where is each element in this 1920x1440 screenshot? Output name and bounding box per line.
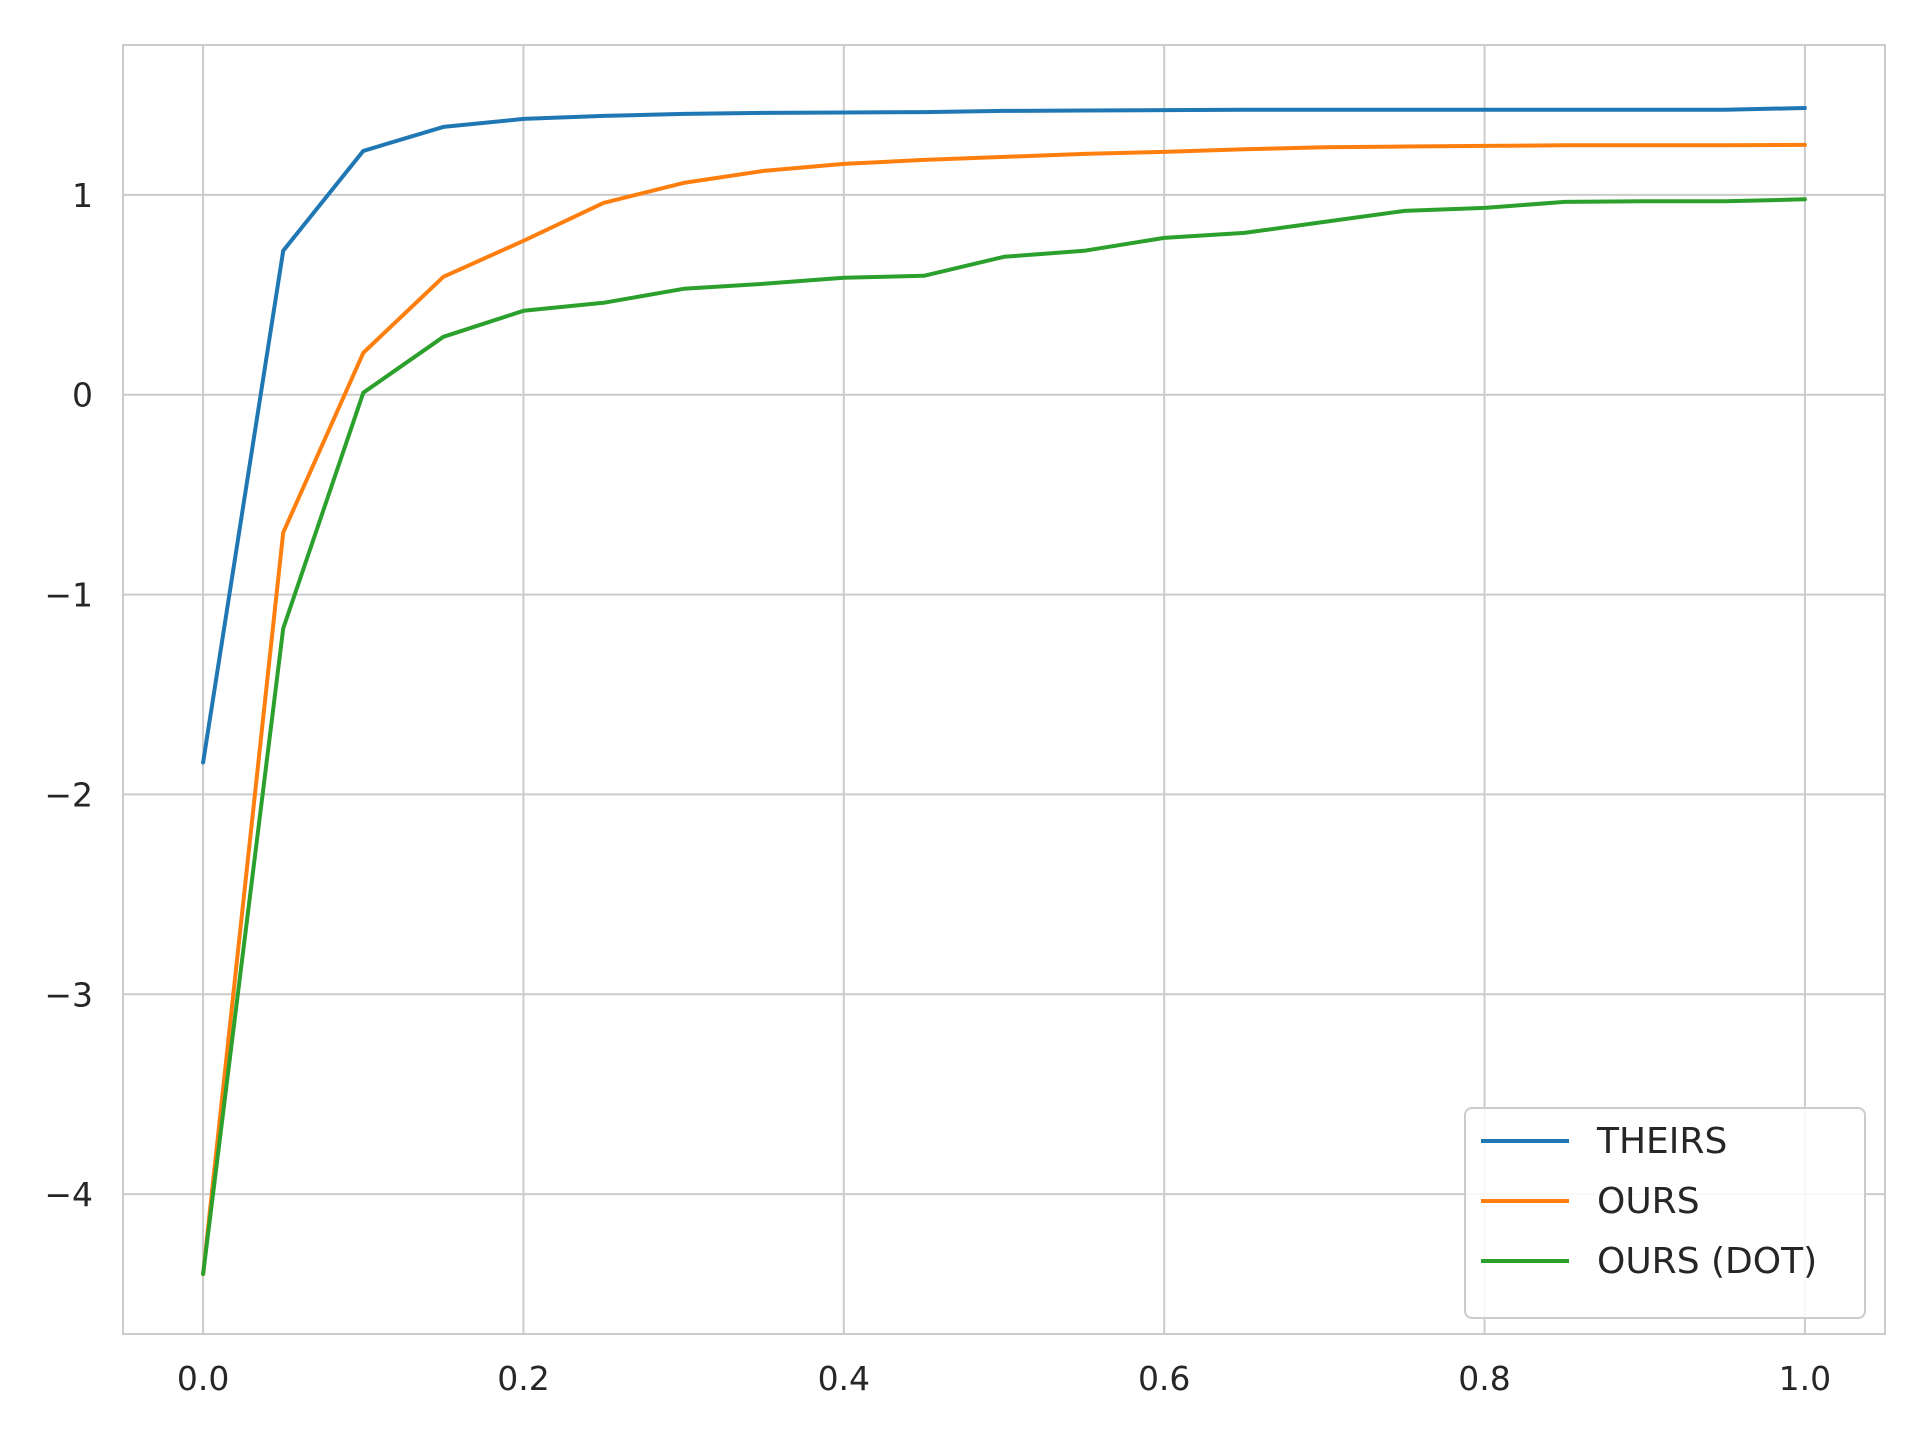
y-tick-label: −2 [44,775,93,814]
x-tick-label: 0.6 [1138,1359,1190,1398]
series-line-theirs [201,106,1807,765]
series-line-ours [201,142,1807,1276]
legend-label: OURS [1597,1181,1700,1222]
x-tick-label: 0.0 [177,1359,229,1398]
legend-label: THEIRS [1596,1121,1727,1162]
x-tick-label: 0.8 [1458,1359,1510,1398]
plot-frame [122,44,1886,1335]
series-line-ours-dot [201,197,1807,1276]
legend-box [1464,1107,1866,1319]
x-tick-label: 1.0 [1779,1359,1831,1398]
y-tick-label: −4 [44,1175,93,1214]
legend-label: OURS (DOT) [1597,1241,1817,1282]
y-tick-label: −3 [44,975,93,1014]
x-tick-label: 0.4 [818,1359,870,1398]
y-tick-label: −1 [44,576,93,615]
x-tick-labels: 0.0 0.2 0.4 0.6 0.8 1.0 [177,1359,1831,1398]
y-tick-labels: −4 −3 −2 −1 0 1 [44,176,93,1214]
x-tick-label: 0.2 [497,1359,549,1398]
grid-lines [123,45,1885,1334]
y-tick-label: 0 [72,376,93,415]
y-tick-label: 1 [72,176,93,215]
legend: THEIRS OURS OURS (DOT) [1464,1107,1866,1319]
